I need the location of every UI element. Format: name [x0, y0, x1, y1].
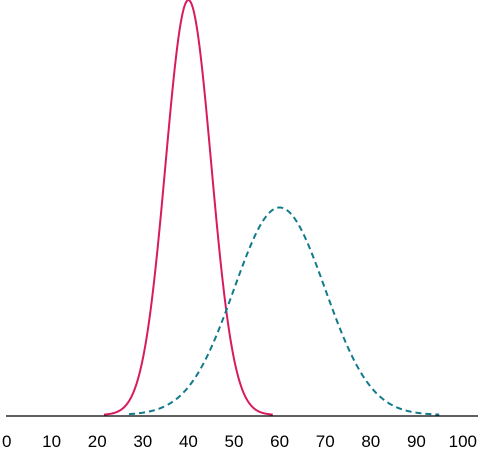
- x-tick-label: 20: [88, 432, 107, 451]
- x-tick-label: 70: [316, 432, 335, 451]
- x-tick-label: 40: [179, 432, 198, 451]
- x-tick-label: 90: [407, 432, 426, 451]
- x-tick-label: 60: [270, 432, 289, 451]
- x-tick-label: 10: [42, 432, 61, 451]
- x-tick-label: 80: [361, 432, 380, 451]
- series-line-2: [129, 206, 440, 416]
- x-tick-label: 100: [449, 432, 477, 451]
- x-tick-label: 50: [225, 432, 244, 451]
- plot-area: [103, 0, 440, 416]
- x-axis-ticks: 0 10 20 30 40 50 60 70 80 90 100: [2, 432, 477, 451]
- x-tick-label: 0: [2, 432, 11, 451]
- series-line-1: [103, 0, 274, 416]
- x-tick-label: 30: [133, 432, 152, 451]
